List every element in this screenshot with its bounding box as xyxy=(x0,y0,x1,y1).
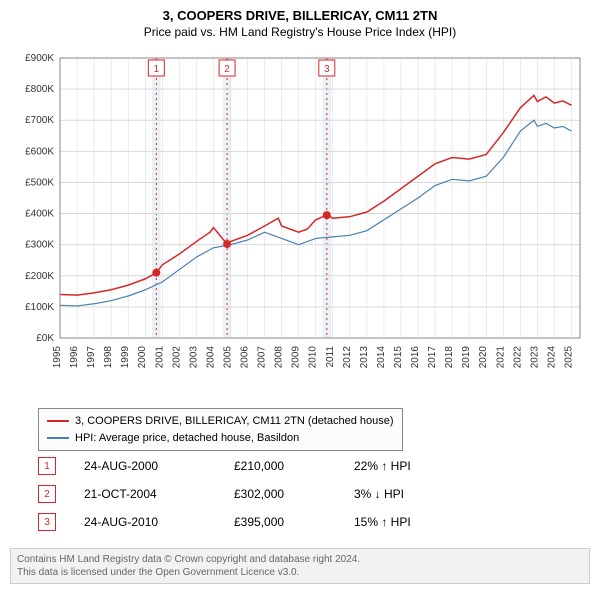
legend-swatch xyxy=(47,420,69,422)
legend-item: 3, COOPERS DRIVE, BILLERICAY, CM11 2TN (… xyxy=(47,413,394,430)
svg-text:£300K: £300K xyxy=(25,240,54,251)
chart-subtitle: Price paid vs. HM Land Registry's House … xyxy=(0,23,600,45)
svg-text:2: 2 xyxy=(224,64,230,75)
svg-text:£900K: £900K xyxy=(25,53,54,64)
svg-text:2020: 2020 xyxy=(478,346,489,369)
transaction-badge: 3 xyxy=(38,513,56,531)
svg-text:1998: 1998 xyxy=(103,346,114,369)
svg-text:2013: 2013 xyxy=(359,346,370,369)
footer-line-2: This data is licensed under the Open Gov… xyxy=(17,566,583,579)
transaction-badge: 1 xyxy=(38,457,56,475)
transactions-table: 1 24-AUG-2000£210,00022% ↑ HPI 2 21-OCT-200… xyxy=(38,452,474,536)
svg-text:2004: 2004 xyxy=(205,346,216,369)
transaction-date: 24-AUG-2000 xyxy=(84,459,234,473)
chart-area: £0K £100K £200K £300K £400K £500K £600K £700K £8… xyxy=(10,48,590,398)
legend-label: 3, COOPERS DRIVE, BILLERICAY, CM11 2TN (… xyxy=(75,413,394,430)
svg-text:2016: 2016 xyxy=(410,346,421,369)
svg-text:1997: 1997 xyxy=(86,346,97,369)
transaction-diff: 3% ↓ HPI xyxy=(354,487,474,501)
legend-label: HPI: Average price, detached house, Basi… xyxy=(75,430,299,447)
chart-title: 3, COOPERS DRIVE, BILLERICAY, CM11 2TN xyxy=(0,0,600,23)
svg-text:£200K: £200K xyxy=(25,271,54,282)
line-chart-svg: £0K £100K £200K £300K £400K £500K £600K £700K £8… xyxy=(10,48,590,398)
svg-text:£500K: £500K xyxy=(25,177,54,188)
transaction-diff: 15% ↑ HPI xyxy=(354,515,474,529)
svg-text:2007: 2007 xyxy=(257,346,268,369)
transaction-badge: 2 xyxy=(38,485,56,503)
svg-text:2019: 2019 xyxy=(461,346,472,369)
footer-line-1: Contains HM Land Registry data © Crown c… xyxy=(17,553,583,566)
svg-text:£100K: £100K xyxy=(25,302,54,313)
attribution-footer: Contains HM Land Registry data © Crown c… xyxy=(10,548,590,584)
svg-text:2012: 2012 xyxy=(342,346,353,369)
svg-text:2024: 2024 xyxy=(546,346,557,369)
svg-text:£700K: £700K xyxy=(25,115,54,126)
svg-text:2025: 2025 xyxy=(563,346,574,369)
svg-text:2015: 2015 xyxy=(393,346,404,369)
svg-text:£800K: £800K xyxy=(25,84,54,95)
svg-text:2006: 2006 xyxy=(240,346,251,369)
svg-text:2001: 2001 xyxy=(154,346,165,369)
svg-text:2017: 2017 xyxy=(427,346,438,369)
legend-box: 3, COOPERS DRIVE, BILLERICAY, CM11 2TN (… xyxy=(38,408,403,451)
svg-text:2000: 2000 xyxy=(137,346,148,369)
svg-text:£0K: £0K xyxy=(36,333,54,344)
svg-text:2010: 2010 xyxy=(308,346,319,369)
svg-text:2018: 2018 xyxy=(444,346,455,369)
legend-swatch xyxy=(47,437,69,439)
transaction-row: 1 24-AUG-2000£210,00022% ↑ HPI xyxy=(38,452,474,480)
transaction-date: 21-OCT-2004 xyxy=(84,487,234,501)
svg-text:2003: 2003 xyxy=(188,346,199,369)
transaction-row: 2 21-OCT-2004£302,0003% ↓ HPI xyxy=(38,480,474,508)
svg-text:2014: 2014 xyxy=(376,346,387,369)
transaction-price: £210,000 xyxy=(234,459,354,473)
svg-text:1995: 1995 xyxy=(52,346,63,369)
svg-text:1: 1 xyxy=(154,64,160,75)
transaction-diff: 22% ↑ HPI xyxy=(354,459,474,473)
svg-text:2009: 2009 xyxy=(291,346,302,369)
svg-text:1996: 1996 xyxy=(69,346,80,369)
svg-text:2005: 2005 xyxy=(222,346,233,369)
transaction-date: 24-AUG-2010 xyxy=(84,515,234,529)
svg-text:2021: 2021 xyxy=(495,346,506,369)
svg-text:3: 3 xyxy=(324,64,330,75)
svg-text:2022: 2022 xyxy=(512,346,523,369)
transaction-price: £395,000 xyxy=(234,515,354,529)
legend-item: HPI: Average price, detached house, Basi… xyxy=(47,430,394,447)
svg-text:2008: 2008 xyxy=(274,346,285,369)
svg-text:2011: 2011 xyxy=(325,346,336,368)
transaction-price: £302,000 xyxy=(234,487,354,501)
transaction-row: 3 24-AUG-2010£395,00015% ↑ HPI xyxy=(38,508,474,536)
svg-text:2002: 2002 xyxy=(171,346,182,369)
svg-text:1999: 1999 xyxy=(120,346,131,369)
chart-container: 3, COOPERS DRIVE, BILLERICAY, CM11 2TN P… xyxy=(0,0,600,590)
svg-text:2023: 2023 xyxy=(529,346,540,369)
svg-text:£600K: £600K xyxy=(25,146,54,157)
svg-text:£400K: £400K xyxy=(25,209,54,220)
